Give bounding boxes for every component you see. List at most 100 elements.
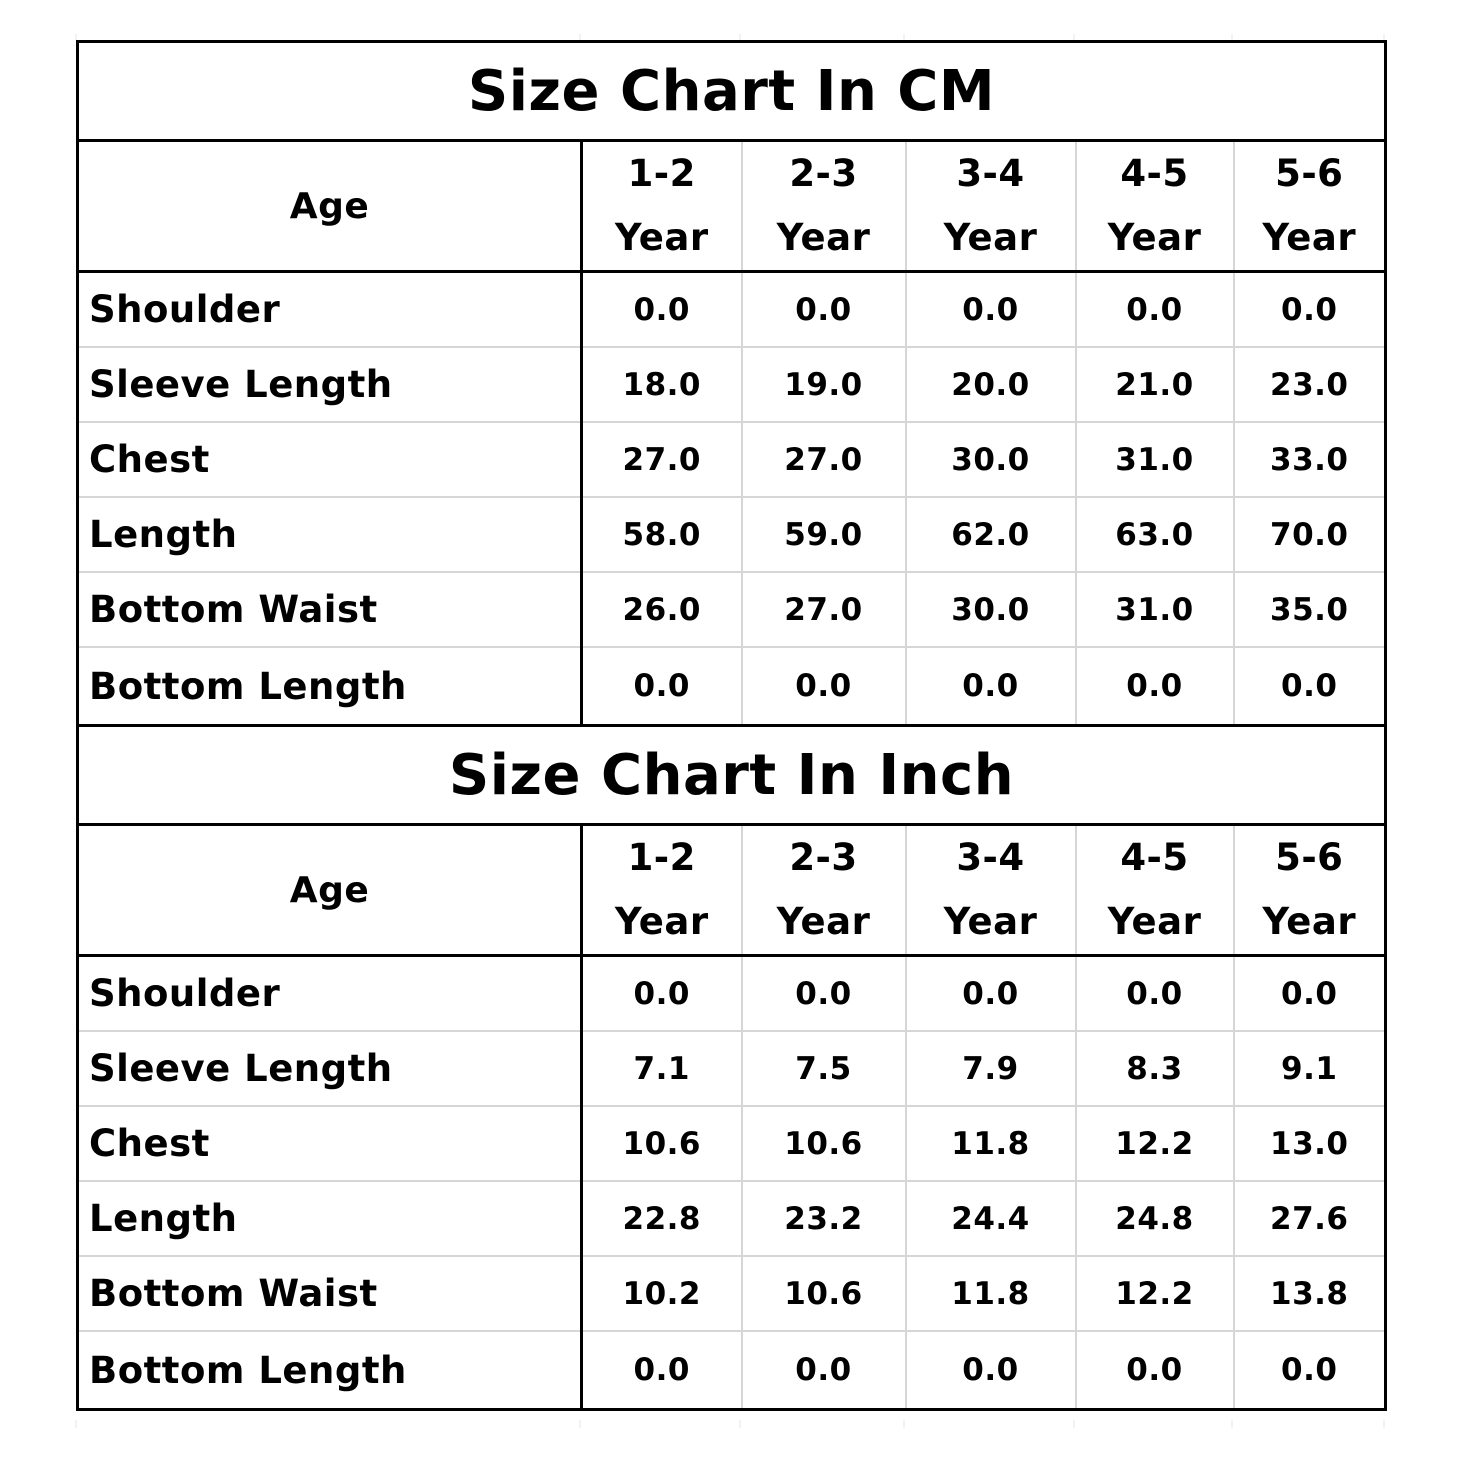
inch-age-col-3: 3-4 Year — [904, 823, 1076, 957]
measurement-value: 27.0 — [740, 421, 906, 497]
measurement-value: 13.0 — [1232, 1105, 1388, 1181]
measurement-value: 19.0 — [740, 346, 906, 422]
age-range: 1-2 — [627, 152, 696, 195]
measurement-value: 0.0 — [1074, 646, 1234, 727]
table-row: Length 58.0 59.0 62.0 63.0 70.0 — [76, 496, 1388, 572]
age-unit: Year — [1107, 216, 1202, 259]
table-row: Bottom Waist 26.0 27.0 30.0 31.0 35.0 — [76, 571, 1388, 647]
measurement-value: 23.2 — [740, 1180, 906, 1256]
inch-age-col-4: 4-5 Year — [1074, 823, 1234, 957]
measurement-value: 31.0 — [1074, 571, 1234, 647]
measurement-value: 21.0 — [1074, 346, 1234, 422]
measurement-value: 0.0 — [1074, 954, 1234, 1031]
measurement-value: 0.0 — [904, 954, 1076, 1031]
measurement-value: 0.0 — [1074, 1330, 1234, 1411]
inch-age-col-2: 2-3 Year — [740, 823, 906, 957]
measurement-value: 13.8 — [1232, 1255, 1388, 1331]
table-row: Bottom Waist 10.2 10.6 11.8 12.2 13.8 — [76, 1255, 1388, 1331]
age-range: 4-5 — [1120, 152, 1189, 195]
table-row: Shoulder 0.0 0.0 0.0 0.0 0.0 — [76, 954, 1388, 1031]
measurement-value: 0.0 — [1232, 954, 1388, 1031]
age-unit: Year — [943, 216, 1038, 259]
age-unit: Year — [943, 900, 1038, 943]
age-range: 2-3 — [789, 152, 858, 195]
measurement-value: 23.0 — [1232, 346, 1388, 422]
measurement-label: Shoulder — [76, 270, 583, 347]
table-row: Shoulder 0.0 0.0 0.0 0.0 0.0 — [76, 270, 1388, 347]
measurement-value: 8.3 — [1074, 1030, 1234, 1106]
measurement-value: 33.0 — [1232, 421, 1388, 497]
measurement-value: 7.1 — [580, 1030, 742, 1106]
measurement-value: 27.0 — [580, 421, 742, 497]
measurement-value: 70.0 — [1232, 496, 1388, 572]
measurement-value: 24.4 — [904, 1180, 1076, 1256]
measurement-label: Length — [76, 1180, 583, 1256]
age-unit: Year — [1262, 900, 1357, 943]
table-row: Chest 10.6 10.6 11.8 12.2 13.0 — [76, 1105, 1388, 1181]
age-unit: Year — [776, 900, 871, 943]
measurement-value: 0.0 — [1232, 270, 1388, 347]
measurement-value: 27.0 — [740, 571, 906, 647]
table-row: Sleeve Length 7.1 7.5 7.9 8.3 9.1 — [76, 1030, 1388, 1106]
measurement-value: 12.2 — [1074, 1105, 1234, 1181]
measurement-value: 0.0 — [904, 646, 1076, 727]
measurement-value: 59.0 — [740, 496, 906, 572]
measurement-value: 0.0 — [740, 646, 906, 727]
measurement-label: Sleeve Length — [76, 1030, 583, 1106]
age-unit: Year — [776, 216, 871, 259]
cm-title-row: Size Chart In CM — [75, 40, 1388, 142]
measurement-value: 0.0 — [580, 954, 742, 1031]
table-row: Bottom Length 0.0 0.0 0.0 0.0 0.0 — [76, 646, 1388, 727]
measurement-value: 20.0 — [904, 346, 1076, 422]
measurement-value: 24.8 — [1074, 1180, 1234, 1256]
measurement-value: 0.0 — [1232, 646, 1388, 727]
measurement-label: Bottom Waist — [76, 1255, 583, 1331]
measurement-value: 0.0 — [1232, 1330, 1388, 1411]
age-range: 3-4 — [956, 152, 1025, 195]
age-range: 5-6 — [1275, 836, 1344, 879]
measurement-value: 30.0 — [904, 571, 1076, 647]
size-chart-sheet: Size Chart In CM Age 1-2 Year 2-3 Year 3-4… — [75, 40, 1388, 1411]
measurement-value: 11.8 — [904, 1255, 1076, 1331]
inch-chart-title: Size Chart In Inch — [75, 724, 1388, 826]
table-row: Sleeve Length 18.0 19.0 20.0 21.0 23.0 — [76, 346, 1388, 422]
measurement-value: 10.6 — [740, 1255, 906, 1331]
measurement-value: 12.2 — [1074, 1255, 1234, 1331]
measurement-value: 0.0 — [904, 270, 1076, 347]
inch-age-col-1: 1-2 Year — [580, 823, 742, 957]
measurement-label: Bottom Length — [76, 1330, 583, 1411]
measurement-label: Bottom Waist — [76, 571, 583, 647]
cm-age-col-2: 2-3 Year — [740, 139, 906, 273]
inch-age-label: Age — [76, 823, 583, 957]
measurement-value: 62.0 — [904, 496, 1076, 572]
measurement-value: 9.1 — [1232, 1030, 1388, 1106]
measurement-value: 7.5 — [740, 1030, 906, 1106]
measurement-label: Bottom Length — [76, 646, 583, 727]
measurement-value: 22.8 — [580, 1180, 742, 1256]
measurement-value: 10.2 — [580, 1255, 742, 1331]
measurement-value: 26.0 — [580, 571, 742, 647]
table-row: Length 22.8 23.2 24.4 24.8 27.6 — [76, 1180, 1388, 1256]
age-range: 2-3 — [789, 836, 858, 879]
cm-chart-title: Size Chart In CM — [75, 40, 1388, 142]
measurement-value: 0.0 — [740, 1330, 906, 1411]
age-unit: Year — [614, 216, 709, 259]
measurement-label: Chest — [76, 1105, 583, 1181]
table-row: Bottom Length 0.0 0.0 0.0 0.0 0.0 — [76, 1330, 1388, 1411]
cm-age-col-4: 4-5 Year — [1074, 139, 1234, 273]
age-unit: Year — [1262, 216, 1357, 259]
measurement-value: 11.8 — [904, 1105, 1076, 1181]
cm-age-col-1: 1-2 Year — [580, 139, 742, 273]
cm-age-header-row: Age 1-2 Year 2-3 Year 3-4 Year 4-5 Year 5-6 Y… — [76, 139, 1388, 273]
measurement-value: 0.0 — [740, 954, 906, 1031]
measurement-value: 31.0 — [1074, 421, 1234, 497]
age-range: 5-6 — [1275, 152, 1344, 195]
measurement-value: 58.0 — [580, 496, 742, 572]
measurement-label: Shoulder — [76, 954, 583, 1031]
age-range: 4-5 — [1120, 836, 1189, 879]
measurement-value: 10.6 — [740, 1105, 906, 1181]
age-range: 3-4 — [956, 836, 1025, 879]
cm-age-label: Age — [76, 139, 583, 273]
cm-age-col-3: 3-4 Year — [904, 139, 1076, 273]
measurement-value: 35.0 — [1232, 571, 1388, 647]
